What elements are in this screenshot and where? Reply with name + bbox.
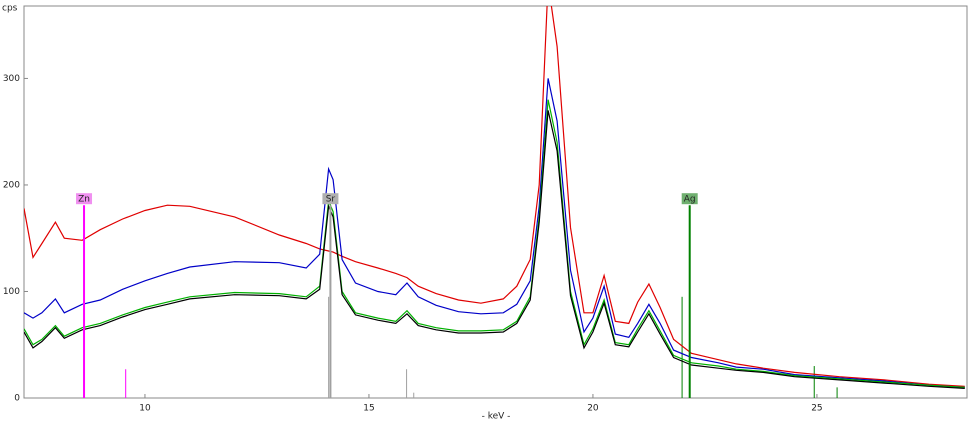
element-label: Ag <box>684 195 696 205</box>
y-tick-label: 100 <box>3 287 20 297</box>
y-tick-label: 300 <box>3 74 20 84</box>
y-tick-label: 0 <box>14 394 20 404</box>
element-label: Sr <box>326 195 336 205</box>
x-tick-label: 15 <box>363 404 374 414</box>
spectrum-line <box>24 110 965 389</box>
y-tick-label: 200 <box>3 180 20 190</box>
x-tick-label: 25 <box>811 404 822 414</box>
plot-frame <box>23 5 968 399</box>
spectrum-line <box>24 99 965 388</box>
x-tick-label: 20 <box>587 404 599 414</box>
element-label-box <box>322 193 339 205</box>
x-tick-label: 10 <box>139 404 151 414</box>
spectrum-line <box>24 78 965 388</box>
x-axis-label: - keV - <box>482 412 511 422</box>
y-axis-label: cps <box>2 4 18 14</box>
spectrum-line <box>24 6 965 387</box>
element-label-box <box>681 193 698 205</box>
element-label: Zn <box>78 195 90 205</box>
element-label-box <box>76 193 93 205</box>
plot-area <box>24 6 965 398</box>
